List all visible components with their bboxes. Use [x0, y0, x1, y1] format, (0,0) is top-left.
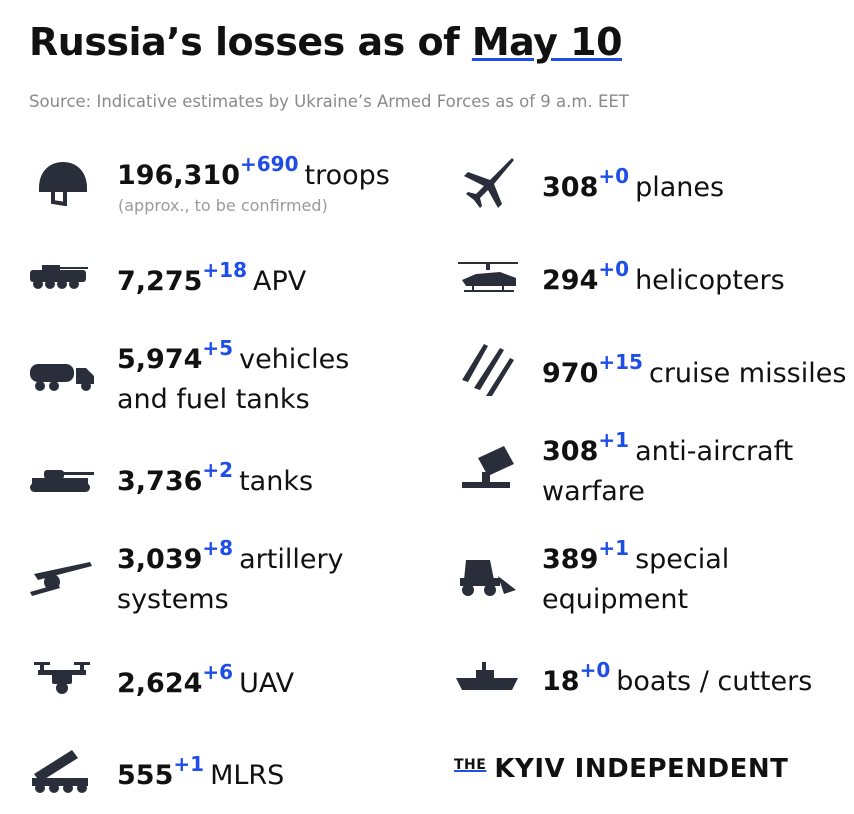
page-title: Russia’s losses as of May 10: [29, 20, 623, 64]
mlrs-delta: +1: [173, 752, 205, 776]
planes-value: 308: [542, 172, 599, 203]
title-date: May 10: [471, 20, 623, 64]
missiles-delta: +15: [598, 350, 643, 374]
artillery-delta: +8: [202, 536, 234, 560]
helicopters-line: 294+0 helicopters: [542, 257, 785, 302]
apv-label: APV: [253, 266, 307, 297]
artillery-label-2: systems: [117, 584, 229, 615]
planes-delta: +0: [598, 164, 630, 188]
tanks-line: 3,736+2 tanks: [117, 458, 314, 503]
anti-aircraft-delta: +1: [598, 428, 630, 452]
tanks-delta: +2: [202, 458, 234, 482]
apv-value: 7,275: [117, 266, 203, 297]
boats-label: boats / cutters: [616, 666, 813, 697]
drone-icon: [34, 662, 90, 694]
logo-the: THE: [454, 757, 487, 773]
artillery-icon: [30, 562, 92, 596]
tank-icon: [30, 470, 94, 492]
troops-delta: +690: [239, 152, 299, 176]
boats-line: 18+0 boats / cutters: [542, 658, 813, 703]
vehicles-line: 5,974+5 vehicles: [117, 336, 350, 381]
anti-aircraft-icon: [462, 446, 514, 488]
special-equipment-icon: [460, 560, 516, 596]
apv-icon: [30, 265, 88, 289]
title-prefix: Russia’s losses as of: [29, 20, 460, 64]
tanks-value: 3,736: [117, 466, 203, 497]
special-value: 389: [542, 544, 599, 575]
mlrs-label: MLRS: [210, 760, 285, 791]
helicopters-label: helicopters: [635, 265, 785, 296]
uav-delta: +6: [202, 660, 234, 684]
special-delta: +1: [598, 536, 630, 560]
troops-value: 196,310: [117, 160, 240, 191]
boats-delta: +0: [579, 658, 611, 682]
apv-line: 7,275+18 APV: [117, 258, 307, 303]
troops-line: 196,310+690 troops: [117, 152, 390, 197]
boat-icon: [456, 662, 518, 690]
special-label: special: [635, 544, 730, 575]
missiles-label: cruise missiles: [648, 358, 847, 389]
helicopter-icon: [458, 262, 518, 292]
mlrs-line: 555+1 MLRS: [117, 752, 285, 797]
fuel-truck-icon: [30, 364, 94, 391]
helicopters-value: 294: [542, 265, 599, 296]
tanks-label: tanks: [239, 466, 314, 497]
vehicles-value: 5,974: [117, 344, 203, 375]
boats-value: 18: [542, 666, 580, 697]
anti-aircraft-label: anti-aircraft: [635, 436, 794, 467]
missiles-icon: [462, 344, 514, 396]
missiles-line: 970+15 cruise missiles: [542, 350, 847, 395]
anti-aircraft-value: 308: [542, 436, 599, 467]
helmet-icon: [39, 162, 87, 206]
artillery-value: 3,039: [117, 544, 203, 575]
uav-line: 2,624+6 UAV: [117, 660, 295, 705]
source-note: Source: Indicative estimates by Ukraine’…: [29, 92, 629, 111]
special-line: 389+1 special: [542, 536, 730, 581]
artillery-line: 3,039+8 artillery: [117, 536, 344, 581]
missiles-value: 970: [542, 358, 599, 389]
apv-delta: +18: [202, 258, 247, 282]
helicopters-delta: +0: [598, 257, 630, 281]
uav-label: UAV: [239, 668, 295, 699]
mlrs-icon: [32, 750, 88, 793]
logo-name: KYIV INDEPENDENT: [494, 754, 789, 784]
mlrs-value: 555: [117, 760, 174, 791]
artillery-label: artillery: [239, 544, 344, 575]
troops-note: (approx., to be confirmed): [118, 196, 328, 215]
kyiv-independent-logo: THE KYIV INDEPENDENT: [454, 754, 788, 784]
troops-label: troops: [304, 160, 390, 191]
anti-aircraft-label-2: warfare: [542, 476, 645, 507]
special-label-2: equipment: [542, 584, 689, 615]
vehicles-label-2: and fuel tanks: [117, 384, 310, 415]
plane-icon: [464, 158, 514, 208]
vehicles-delta: +5: [202, 336, 234, 360]
planes-line: 308+0 planes: [542, 164, 725, 209]
anti-aircraft-line: 308+1 anti-aircraft: [542, 428, 794, 473]
vehicles-label: vehicles: [239, 344, 350, 375]
uav-value: 2,624: [117, 668, 203, 699]
planes-label: planes: [635, 172, 725, 203]
